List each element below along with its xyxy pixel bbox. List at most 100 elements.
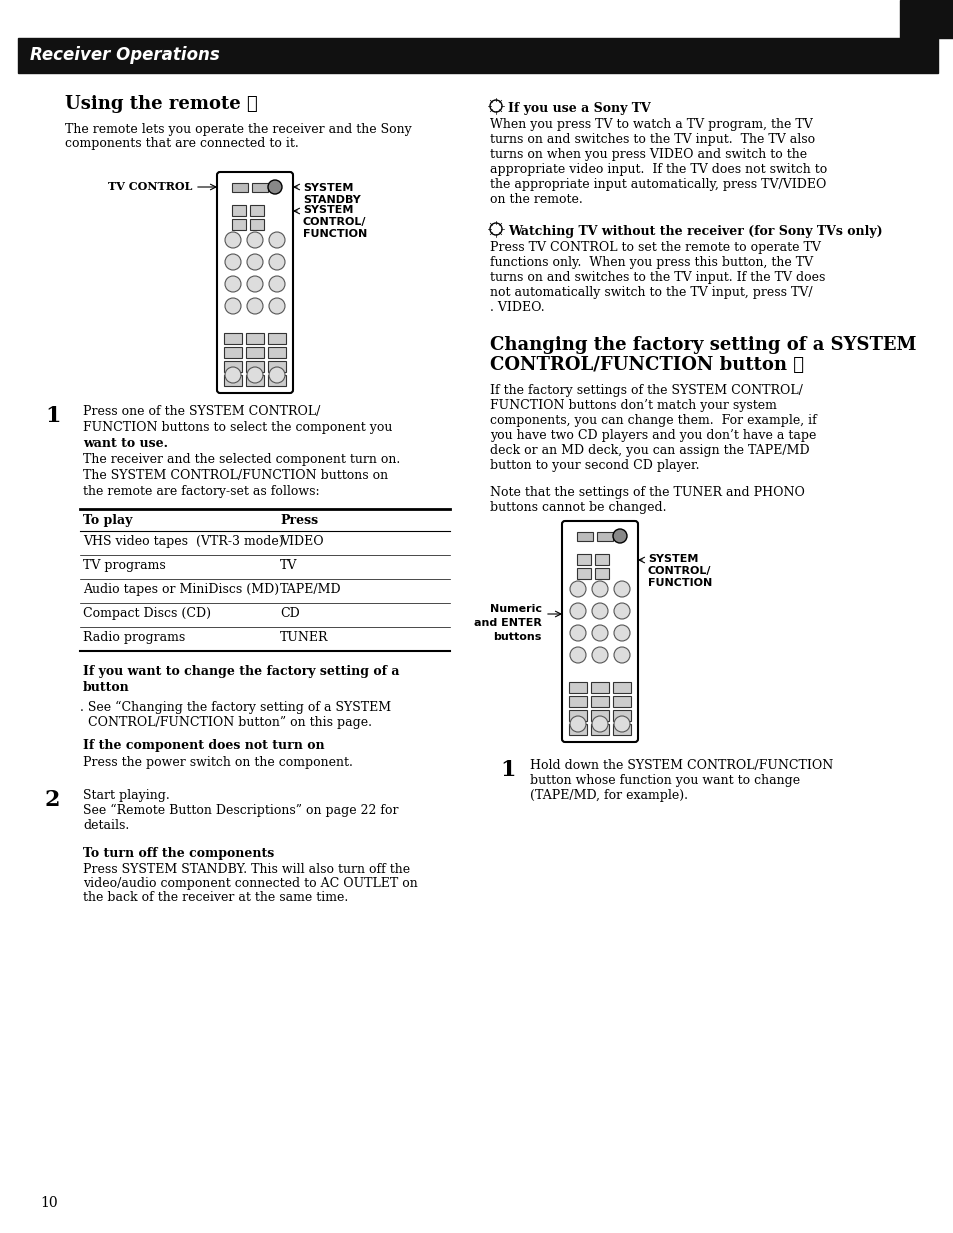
Text: (TAPE/MD, for example).: (TAPE/MD, for example). <box>530 789 687 801</box>
Bar <box>246 361 264 372</box>
Text: If the factory settings of the SYSTEM CONTROL/: If the factory settings of the SYSTEM CO… <box>490 383 802 397</box>
Text: . VIDEO.: . VIDEO. <box>490 301 544 314</box>
Text: you have two CD players and you don’t have a tape: you have two CD players and you don’t ha… <box>490 429 816 441</box>
Bar <box>18 38 937 73</box>
Text: SYSTEM: SYSTEM <box>303 205 353 215</box>
Text: button: button <box>83 681 130 694</box>
Text: Compact Discs (CD): Compact Discs (CD) <box>83 607 211 620</box>
Text: the appropriate input automatically, press TV/VIDEO: the appropriate input automatically, pre… <box>490 178 825 191</box>
Text: Using the remote ⓘ: Using the remote ⓘ <box>65 95 257 113</box>
Text: turns on and switches to the TV input.  The TV also: turns on and switches to the TV input. T… <box>490 133 814 145</box>
Text: CONTROL/: CONTROL/ <box>647 566 711 576</box>
Text: If you want to change the factory setting of a: If you want to change the factory settin… <box>83 665 399 678</box>
Text: FUNCTION buttons to select the component you: FUNCTION buttons to select the component… <box>83 420 392 434</box>
Text: 2: 2 <box>45 789 60 811</box>
Bar <box>224 346 242 358</box>
Text: Press the power switch on the component.: Press the power switch on the component. <box>83 756 353 769</box>
Bar <box>224 333 242 344</box>
Text: If you use a Sony TV: If you use a Sony TV <box>507 102 650 115</box>
Text: Note that the settings of the TUNER and PHONO: Note that the settings of the TUNER and … <box>490 486 804 499</box>
Text: CONTROL/: CONTROL/ <box>303 217 366 227</box>
Text: FUNCTION: FUNCTION <box>303 229 367 239</box>
Circle shape <box>592 581 607 597</box>
Text: . See “Changing the factory setting of a SYSTEM: . See “Changing the factory setting of a… <box>80 702 391 714</box>
Text: CONTROL/FUNCTION button” on this page.: CONTROL/FUNCTION button” on this page. <box>80 716 372 729</box>
Circle shape <box>490 100 501 112</box>
Text: See “Remote Button Descriptions” on page 22 for: See “Remote Button Descriptions” on page… <box>83 804 398 817</box>
Bar <box>252 182 268 192</box>
Bar <box>568 682 586 693</box>
Text: FUNCTION: FUNCTION <box>647 578 712 588</box>
Bar <box>613 710 630 721</box>
Circle shape <box>490 223 501 236</box>
Bar <box>568 695 586 707</box>
Text: TV: TV <box>280 559 297 572</box>
Text: TV CONTROL: TV CONTROL <box>108 181 192 192</box>
Text: CONTROL/FUNCTION button ⓘ: CONTROL/FUNCTION button ⓘ <box>490 356 803 374</box>
Bar <box>613 724 630 735</box>
Text: Press: Press <box>280 514 317 526</box>
Bar <box>246 333 264 344</box>
Circle shape <box>614 647 629 663</box>
Bar <box>590 724 608 735</box>
Text: Hold down the SYSTEM CONTROL/FUNCTION: Hold down the SYSTEM CONTROL/FUNCTION <box>530 760 832 772</box>
Bar <box>577 554 590 565</box>
Circle shape <box>225 254 241 270</box>
Text: The remote lets you operate the receiver and the Sony: The remote lets you operate the receiver… <box>65 123 412 136</box>
Text: TV programs: TV programs <box>83 559 166 572</box>
Text: 1: 1 <box>499 760 515 780</box>
Circle shape <box>225 298 241 314</box>
Circle shape <box>592 625 607 641</box>
Circle shape <box>269 254 285 270</box>
Circle shape <box>614 581 629 597</box>
Text: Press TV CONTROL to set the remote to operate TV: Press TV CONTROL to set the remote to op… <box>490 240 820 254</box>
Text: deck or an MD deck, you can assign the TAPE/MD: deck or an MD deck, you can assign the T… <box>490 444 809 457</box>
Text: To turn off the components: To turn off the components <box>83 847 274 859</box>
Bar <box>899 0 953 38</box>
Circle shape <box>569 716 585 732</box>
Text: Start playing.: Start playing. <box>83 789 170 801</box>
Text: Numeric: Numeric <box>490 604 541 614</box>
Text: and ENTER: and ENTER <box>474 618 541 628</box>
Bar <box>577 531 593 541</box>
Bar <box>232 205 246 216</box>
Bar <box>613 695 630 707</box>
Text: Watching TV without the receiver (for Sony TVs only): Watching TV without the receiver (for So… <box>507 224 882 238</box>
Circle shape <box>269 276 285 292</box>
Circle shape <box>569 647 585 663</box>
FancyBboxPatch shape <box>216 171 293 393</box>
Bar <box>250 219 264 231</box>
Bar <box>268 346 286 358</box>
Text: video/audio component connected to AC OUTLET on: video/audio component connected to AC OU… <box>83 877 417 890</box>
Text: buttons: buttons <box>493 633 541 642</box>
Text: appropriate video input.  If the TV does not switch to: appropriate video input. If the TV does … <box>490 163 826 176</box>
Text: buttons cannot be changed.: buttons cannot be changed. <box>490 501 666 514</box>
Text: SYSTEM: SYSTEM <box>303 182 353 194</box>
Circle shape <box>569 625 585 641</box>
Text: SYSTEM: SYSTEM <box>647 554 698 563</box>
Bar <box>568 710 586 721</box>
Text: CD: CD <box>280 607 299 620</box>
Circle shape <box>247 367 263 383</box>
Text: turns on when you press VIDEO and switch to the: turns on when you press VIDEO and switch… <box>490 148 806 162</box>
Text: TAPE/MD: TAPE/MD <box>280 583 341 596</box>
Bar <box>568 724 586 735</box>
Circle shape <box>247 232 263 248</box>
Text: not automatically switch to the TV input, press TV/: not automatically switch to the TV input… <box>490 286 812 298</box>
Text: components that are connected to it.: components that are connected to it. <box>65 137 298 150</box>
Text: Press SYSTEM STANDBY. This will also turn off the: Press SYSTEM STANDBY. This will also tur… <box>83 863 410 875</box>
Bar <box>232 182 248 192</box>
Text: on the remote.: on the remote. <box>490 194 582 206</box>
Text: 1: 1 <box>45 404 60 427</box>
Bar <box>224 361 242 372</box>
Text: button whose function you want to change: button whose function you want to change <box>530 774 800 787</box>
Circle shape <box>592 603 607 619</box>
Text: the remote are factory-set as follows:: the remote are factory-set as follows: <box>83 485 319 498</box>
Text: details.: details. <box>83 819 129 832</box>
Text: the back of the receiver at the same time.: the back of the receiver at the same tim… <box>83 891 348 904</box>
Circle shape <box>569 603 585 619</box>
Text: If the component does not turn on: If the component does not turn on <box>83 739 324 752</box>
Bar <box>590 682 608 693</box>
Text: The SYSTEM CONTROL/FUNCTION buttons on: The SYSTEM CONTROL/FUNCTION buttons on <box>83 469 388 482</box>
Text: VIDEO: VIDEO <box>280 535 323 547</box>
